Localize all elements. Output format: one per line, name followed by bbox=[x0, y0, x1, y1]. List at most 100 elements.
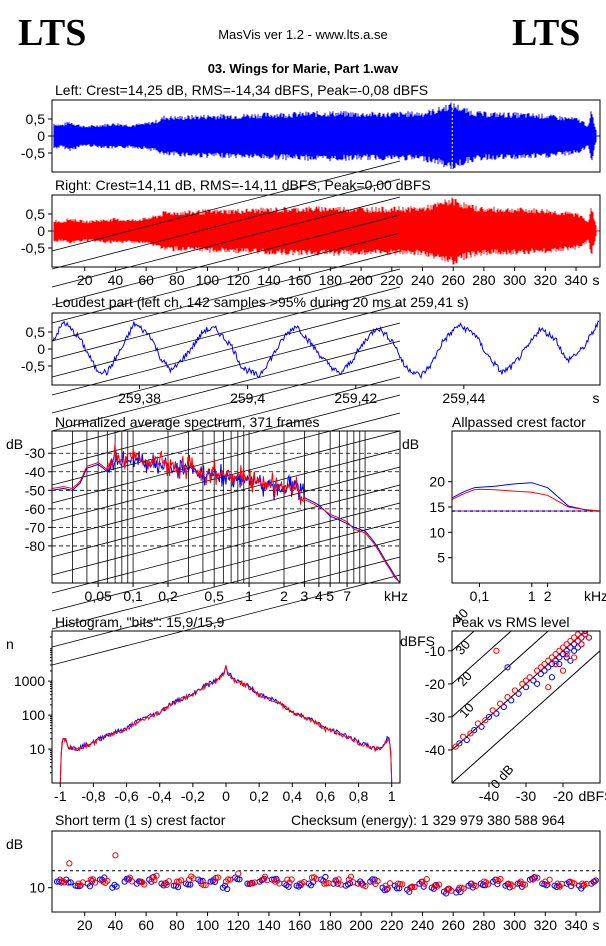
peak-vs-rms-point-1 bbox=[504, 693, 511, 701]
allpassed-crest-factor-ylabel: dB bbox=[402, 436, 419, 452]
short-term-crest-point-0 bbox=[236, 876, 243, 883]
short-term-crest-point-1 bbox=[423, 876, 430, 883]
short-term-crest-point-1 bbox=[264, 877, 271, 884]
allpassed-crest-factor-frame bbox=[451, 430, 601, 584]
average-spectrum-xtick-label: 1 bbox=[245, 588, 253, 604]
short-term-crest-point-1 bbox=[521, 881, 529, 888]
short-term-crest-point-1 bbox=[349, 879, 357, 886]
right-waveform-ytick-label: -0,5 bbox=[21, 240, 45, 256]
histogram-xtick-label: 0,4 bbox=[283, 788, 303, 804]
short-term-crest-point-1 bbox=[288, 876, 295, 883]
peak-vs-rms-crest-label: 20 bbox=[454, 668, 475, 689]
right-waveform-xtick-label: 240 bbox=[411, 272, 435, 288]
short-term-crest-point-1 bbox=[247, 880, 254, 887]
average-spectrum-slope-line bbox=[51, 268, 401, 360]
average-spectrum-xtick-label: 2 bbox=[280, 588, 288, 604]
histogram-xtick-label: -0,4 bbox=[148, 788, 172, 804]
short-term-crest-point-1 bbox=[396, 880, 404, 888]
average-spectrum-slope-line bbox=[51, 178, 401, 270]
loudest-part-ytick-label: 0,5 bbox=[26, 324, 46, 340]
short-term-crest-point-1 bbox=[509, 883, 516, 890]
charts: Left: Crest=14,25 dB, RMS=-14,34 dBFS, P… bbox=[6, 82, 606, 933]
short-term-crest-point-0 bbox=[86, 883, 94, 890]
peak-vs-rms-point-1 bbox=[493, 647, 500, 654]
right-waveform-xtick-label: 280 bbox=[472, 272, 496, 288]
short-term-crest-xtick-label: 220 bbox=[380, 917, 404, 933]
left-waveform: Left: Crest=14,25 dB, RMS=-14,34 dBFS, P… bbox=[21, 82, 601, 173]
right-waveform: Right: Crest=14,11 dB, RMS=-14,11 dBFS, … bbox=[21, 177, 601, 288]
peak-vs-rms-point-0 bbox=[508, 697, 515, 704]
peak-vs-rms-point-0 bbox=[559, 651, 567, 658]
peak-vs-rms-crest-line bbox=[452, 631, 549, 718]
allpassed-crest-factor-series-0 bbox=[451, 482, 601, 512]
short-term-crest-xtick-label: 160 bbox=[288, 917, 312, 933]
allpassed-crest-factor-xtick-label: 1 bbox=[528, 588, 536, 604]
peak-vs-rms-point-1 bbox=[534, 667, 541, 674]
peak-vs-rms-point-1 bbox=[574, 637, 581, 645]
short-term-crest-point-1 bbox=[532, 874, 539, 881]
peak-vs-rms-point-1 bbox=[545, 684, 552, 691]
peak-vs-rms-point-1 bbox=[556, 647, 563, 654]
short-term-crest-xtick-label: 300 bbox=[503, 917, 527, 933]
peak-vs-rms-point-0 bbox=[493, 710, 500, 717]
peak-vs-rms-point-1 bbox=[460, 733, 467, 740]
peak-vs-rms-point-0 bbox=[545, 664, 552, 671]
right-waveform-xtick-label: 60 bbox=[138, 272, 154, 288]
short-term-crest-point-1 bbox=[227, 876, 234, 883]
short-term-crest-point-1 bbox=[165, 878, 172, 885]
peak-vs-rms-point-1 bbox=[571, 634, 578, 641]
peak-vs-rms-point-0 bbox=[478, 723, 485, 730]
peak-vs-rms-ylabel: dBFS bbox=[400, 633, 435, 649]
short-term-crest-point-0 bbox=[506, 884, 513, 891]
loudest-part-x-unit: s bbox=[593, 390, 600, 406]
allpassed-crest-factor-xtick-label: 0,1 bbox=[470, 588, 490, 604]
allpassed-crest-factor-ytick-label: 15 bbox=[429, 499, 445, 515]
short-term-crest-point-1 bbox=[178, 877, 185, 884]
peak-vs-rms-point-1 bbox=[537, 664, 544, 671]
short-term-crest-point-1 bbox=[104, 877, 111, 884]
short-term-crest-point-1 bbox=[200, 882, 207, 889]
short-term-crest-point-0 bbox=[67, 879, 74, 886]
average-spectrum-xtick-label: 5 bbox=[326, 588, 334, 604]
short-term-crest-frame bbox=[51, 830, 601, 913]
average-spectrum-ytick-label: -60 bbox=[25, 501, 45, 517]
short-term-crest-point-1 bbox=[571, 880, 578, 887]
peak-vs-rms-crest-label: 10 bbox=[456, 700, 477, 721]
left-waveform-ytick-label: 0 bbox=[37, 128, 45, 144]
peak-vs-rms-point-0 bbox=[463, 736, 470, 744]
average-spectrum-slope-line bbox=[51, 160, 401, 252]
average-spectrum-ytick-label: -70 bbox=[25, 519, 45, 535]
peak-vs-rms-point-1 bbox=[522, 677, 530, 684]
average-spectrum-slope-line bbox=[51, 520, 401, 612]
average-spectrum-slope-line bbox=[51, 232, 401, 324]
allpassed-crest-factor-ytick-label: 10 bbox=[429, 524, 445, 540]
peak-vs-rms-point-1 bbox=[467, 730, 474, 737]
loudest-part-ytick-label: 0 bbox=[37, 341, 45, 357]
histogram: Histogram, "bits": 15,9/15,9n100010010-1… bbox=[6, 614, 401, 804]
average-spectrum-slope-line bbox=[51, 484, 401, 576]
short-term-crest: Short term (1 s) crest factor Checksum (e… bbox=[6, 812, 601, 933]
average-spectrum-slope-line bbox=[51, 412, 401, 504]
peak-vs-rms-point-0 bbox=[534, 680, 541, 687]
peak-vs-rms-frame bbox=[451, 630, 601, 784]
histogram-xtick-label: 0,2 bbox=[249, 788, 269, 804]
peak-vs-rms-point-1 bbox=[559, 644, 567, 651]
average-spectrum-series-0 bbox=[52, 450, 400, 583]
peak-vs-rms-point-0 bbox=[567, 657, 574, 664]
peak-vs-rms-point-0 bbox=[500, 703, 507, 711]
short-term-crest-xtick-label: 200 bbox=[349, 917, 373, 933]
average-spectrum-slope-line bbox=[51, 286, 401, 378]
short-term-crest-x-unit: s bbox=[593, 917, 600, 933]
loudest-part-xtick-label: 259,44 bbox=[442, 390, 485, 406]
loudest-part-ytick-label: -0,5 bbox=[21, 358, 45, 374]
short-term-crest-point-1 bbox=[456, 884, 463, 891]
loudest-part-xtick-label: 259,38 bbox=[118, 390, 161, 406]
short-term-crest-point-1 bbox=[591, 878, 598, 885]
average-spectrum-slope-line bbox=[51, 358, 401, 450]
left-waveform-ytick-label: 0,5 bbox=[26, 111, 46, 127]
short-term-crest-point-1 bbox=[153, 872, 160, 879]
average-spectrum-slope-line bbox=[51, 340, 401, 432]
average-spectrum-xtick-label: 0,5 bbox=[204, 588, 224, 604]
peak-vs-rms-point-1 bbox=[559, 667, 567, 674]
